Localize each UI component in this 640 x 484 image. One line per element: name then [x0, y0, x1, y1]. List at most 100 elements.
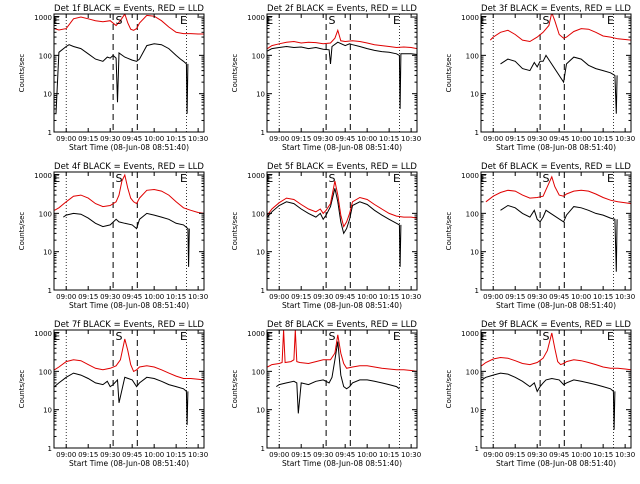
x-axis-label: Start Time (08-Jun-08 08:51:40) — [282, 143, 402, 152]
y-tick-label: 10 — [256, 407, 265, 415]
x-tick-label: 09:30 — [100, 451, 120, 459]
x-tick-label: 10:15 — [379, 451, 399, 459]
y-tick-label: 10 — [43, 407, 52, 415]
marker-label: E — [607, 330, 614, 343]
marker-label: E — [180, 172, 187, 185]
marker-label: E — [480, 172, 487, 185]
y-tick-label: 1 — [48, 287, 52, 295]
x-tick-label: 09:30 — [527, 135, 547, 143]
y-tick-label: 1 — [475, 129, 479, 137]
series-events-line — [500, 204, 618, 272]
x-tick-label: 09:00 — [269, 135, 289, 143]
y-tick-label: 1 — [261, 445, 265, 453]
series-events-line — [267, 188, 402, 267]
plot-frame — [53, 13, 205, 133]
marker-label: E — [266, 172, 273, 185]
plot-frame — [480, 13, 632, 133]
x-tick-label: 09:45 — [549, 451, 569, 459]
marker-label: E — [266, 14, 273, 27]
marker-label: E — [393, 330, 400, 343]
y-tick-label: 1 — [48, 129, 52, 137]
x-tick-label: 10:30 — [188, 293, 208, 301]
series-lld-line — [54, 14, 204, 35]
y-tick-label: 100 — [39, 52, 52, 60]
x-tick-label: 09:00 — [56, 451, 76, 459]
plot-frame — [53, 329, 205, 449]
x-axis-label: Start Time (08-Jun-08 08:51:40) — [496, 459, 616, 468]
y-axis-label: Counts/sec — [445, 54, 453, 93]
y-tick-label: 1000 — [461, 14, 479, 22]
marker-label: S — [542, 14, 549, 27]
x-tick-label: 09:45 — [335, 293, 355, 301]
x-tick-label: 10:00 — [144, 135, 164, 143]
x-tick-label: 10:00 — [571, 135, 591, 143]
x-tick-label: 10:30 — [615, 135, 635, 143]
x-tick-label: 10:15 — [166, 451, 186, 459]
y-tick-label: 100 — [39, 210, 52, 218]
series-lld-line — [489, 14, 631, 43]
panel-title: Det 6f BLACK = Events, RED = LLD — [481, 162, 631, 172]
x-tick-label: 09:00 — [483, 135, 503, 143]
y-axis-label: Counts/sec — [445, 212, 453, 251]
x-tick-label: 09:30 — [100, 135, 120, 143]
x-tick-label: 09:00 — [56, 135, 76, 143]
plot-frame — [53, 171, 205, 291]
panel-title: Det 2f BLACK = Events, RED = LLD — [267, 4, 417, 14]
x-tick-label: 09:30 — [527, 293, 547, 301]
x-tick-label: 09:45 — [549, 135, 569, 143]
y-axis-label: Counts/sec — [231, 54, 239, 93]
y-tick-label: 100 — [466, 52, 479, 60]
x-tick-label: 09:45 — [549, 293, 569, 301]
x-tick-label: 10:30 — [188, 451, 208, 459]
series-lld-line — [481, 332, 631, 371]
marker-label: S — [115, 14, 122, 27]
marker-label: S — [328, 330, 335, 343]
marker-label: E — [53, 14, 60, 27]
series-events-line — [55, 43, 189, 114]
y-tick-label: 1000 — [461, 330, 479, 338]
x-tick-label: 09:00 — [56, 293, 76, 301]
x-tick-label: 10:00 — [571, 293, 591, 301]
x-tick-label: 10:00 — [357, 293, 377, 301]
x-tick-label: 09:30 — [313, 451, 333, 459]
x-tick-label: 10:15 — [379, 135, 399, 143]
x-axis-label: Start Time (08-Jun-08 08:51:40) — [282, 301, 402, 310]
x-axis-label: Start Time (08-Jun-08 08:51:40) — [496, 301, 616, 310]
series-events-line — [54, 372, 189, 425]
y-tick-label: 1 — [475, 445, 479, 453]
marker-label: E — [266, 330, 273, 343]
y-tick-label: 1000 — [247, 330, 265, 338]
plot-frame — [266, 329, 418, 449]
marker-label: S — [542, 330, 549, 343]
x-tick-label: 09:30 — [527, 451, 547, 459]
x-tick-label: 09:15 — [505, 451, 525, 459]
y-tick-label: 100 — [466, 210, 479, 218]
series-events-line — [276, 341, 400, 414]
plot-frame — [266, 171, 418, 291]
marker-label: E — [53, 172, 60, 185]
x-tick-label: 10:30 — [401, 135, 421, 143]
y-tick-label: 1000 — [34, 330, 52, 338]
y-tick-label: 100 — [252, 52, 265, 60]
x-tick-label: 09:00 — [269, 293, 289, 301]
x-axis-label: Start Time (08-Jun-08 08:51:40) — [69, 301, 189, 310]
y-tick-label: 1000 — [461, 172, 479, 180]
plot-frame — [480, 329, 632, 449]
marker-label: E — [607, 14, 614, 27]
x-axis-label: Start Time (08-Jun-08 08:51:40) — [69, 459, 189, 468]
marker-label: E — [393, 172, 400, 185]
x-tick-label: 09:15 — [505, 293, 525, 301]
x-tick-label: 10:15 — [593, 293, 613, 301]
x-tick-label: 09:30 — [100, 293, 120, 301]
x-tick-label: 10:30 — [401, 451, 421, 459]
x-tick-label: 10:30 — [188, 135, 208, 143]
x-tick-label: 10:15 — [593, 451, 613, 459]
y-axis-label: Counts/sec — [231, 212, 239, 251]
x-tick-label: 09:15 — [78, 451, 98, 459]
